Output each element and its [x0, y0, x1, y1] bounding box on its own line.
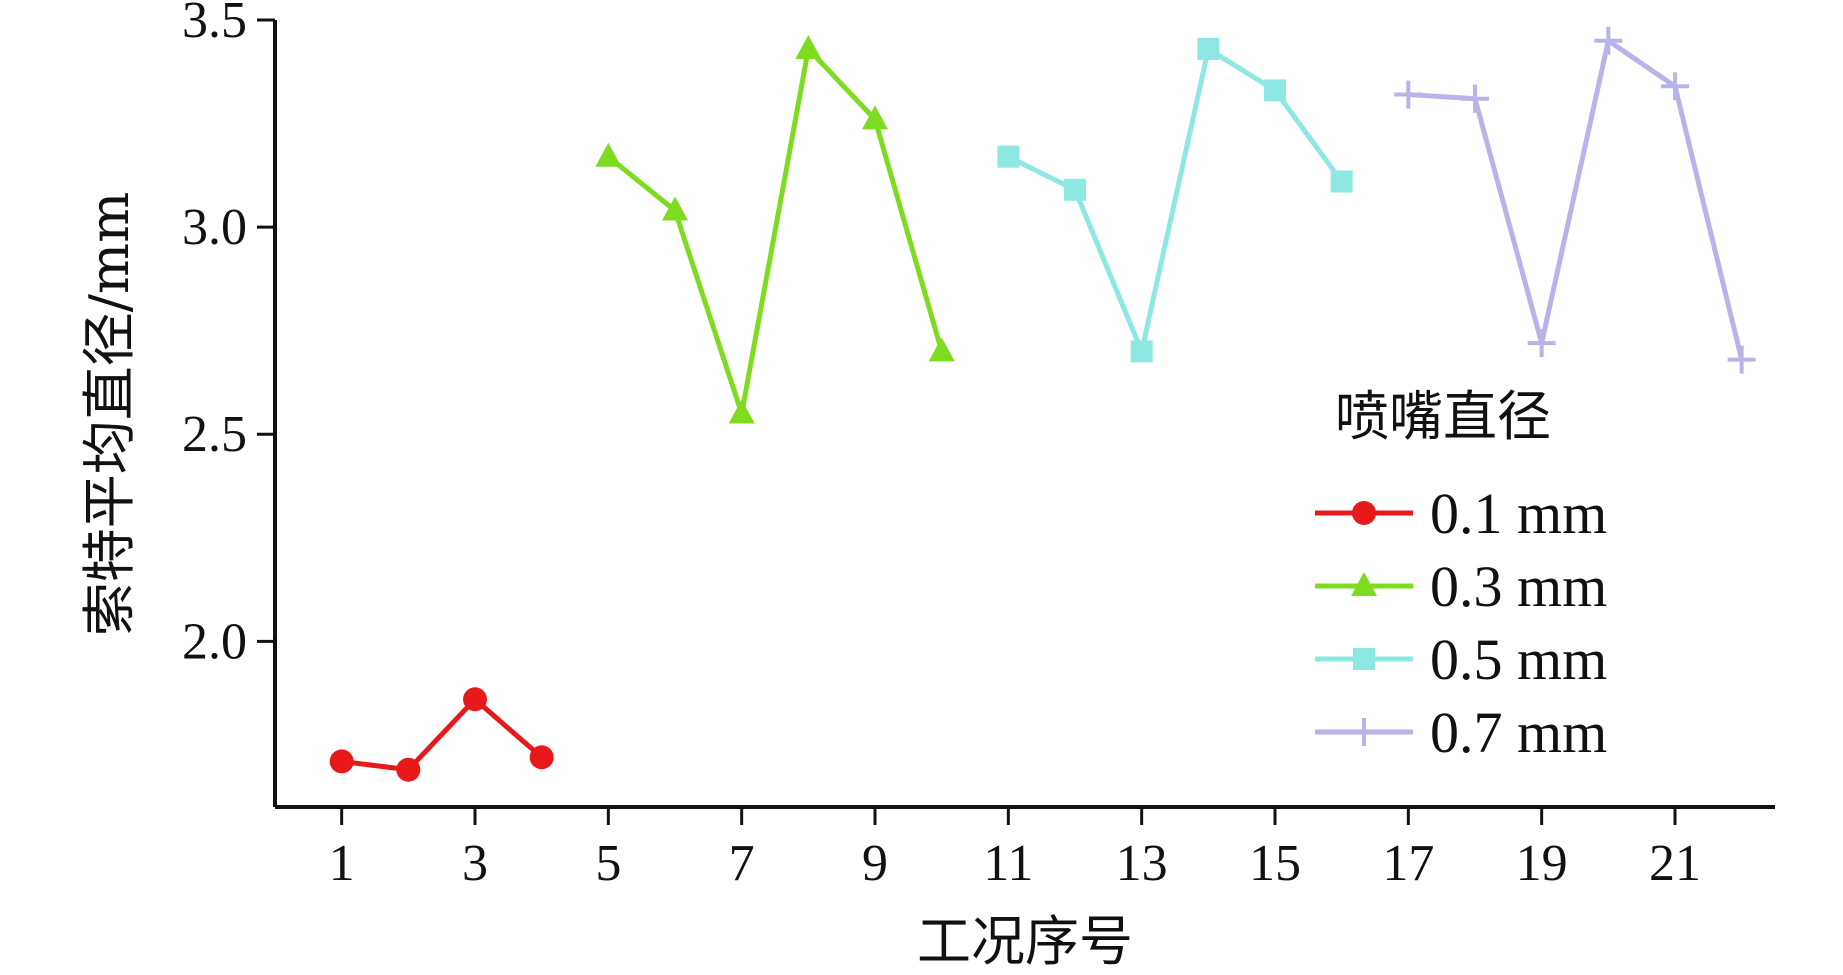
data-point: [1727, 345, 1756, 374]
data-point: [1461, 84, 1489, 113]
plot-area: 2.02.53.03.5 1 3 5 7 9 11 13 15 17 19 21: [182, 0, 1775, 892]
series-3: [997, 37, 1353, 363]
x-tick-label: 21: [1649, 835, 1701, 892]
data-point: [1661, 72, 1689, 101]
data-point: [463, 687, 487, 712]
legend-item: 0.5 mm: [1315, 627, 1607, 692]
x-tick-label: 7: [729, 835, 755, 892]
legend-label: 0.7 mm: [1430, 700, 1607, 765]
legend-marker: [1352, 501, 1376, 525]
legend: 喷嘴直径 0.1 mm 0.3 mm 0.5 mm 0.7 mm: [1315, 385, 1607, 765]
data-point: [529, 745, 554, 770]
legend-marker: [1350, 718, 1378, 746]
data-point: [1130, 340, 1153, 363]
y-ticks: 2.0 2.5 3.0 3.5: [182, 0, 275, 670]
x-tick-label: 13: [1116, 835, 1168, 892]
y-tick-label: 2.5: [182, 406, 247, 463]
series-4: [1394, 26, 1756, 374]
data-point: [862, 105, 888, 130]
series-line: [1005, 46, 1345, 354]
x-tick-label: 5: [595, 835, 621, 892]
x-tick-label: 15: [1249, 835, 1301, 892]
x-tick-label: 3: [462, 835, 488, 892]
legend-marker: [1351, 572, 1377, 596]
legend-marker: [1353, 648, 1375, 670]
x-tick-label: 9: [862, 835, 888, 892]
data-point: [1264, 79, 1286, 102]
legend-item: 0.3 mm: [1315, 554, 1607, 619]
series-1: [329, 687, 554, 782]
series-line: [605, 46, 945, 416]
data-point: [329, 749, 354, 774]
data-point: [1394, 80, 1423, 109]
y-tick-label: 2.0: [182, 613, 247, 670]
data-point: [1330, 170, 1353, 193]
data-point: [595, 142, 622, 167]
data-point: [795, 34, 822, 59]
x-ticks: 1 3 5 7 9 11 13 15 17 19 21: [329, 807, 1701, 892]
data-point: [997, 145, 1020, 168]
data-point: [1197, 37, 1220, 60]
series-line: [339, 696, 545, 773]
legend-item: 0.7 mm: [1315, 700, 1607, 765]
x-tick-label: 11: [983, 835, 1033, 892]
data-point: [1064, 178, 1086, 201]
x-tick-label: 1: [329, 835, 355, 892]
series-2: [595, 34, 955, 424]
data-point: [1594, 26, 1623, 55]
x-tick-label: 19: [1516, 835, 1568, 892]
legend-label: 0.5 mm: [1430, 627, 1607, 692]
legend-label: 0.3 mm: [1430, 554, 1607, 619]
data-point: [728, 399, 755, 424]
y-tick-label: 3.0: [182, 199, 247, 256]
data-point: [1527, 329, 1556, 358]
data-point: [928, 337, 955, 362]
x-axis-title: 工况序号: [917, 910, 1133, 973]
legend-title: 喷嘴直径: [1335, 385, 1551, 448]
y-tick-label: 3.5: [182, 0, 247, 49]
x-tick-label: 17: [1382, 835, 1434, 892]
y-axis-title: 索特平均直径/mm: [78, 192, 141, 637]
legend-items: 0.1 mm 0.3 mm 0.5 mm 0.7 mm: [1315, 481, 1607, 765]
legend-label: 0.1 mm: [1430, 481, 1607, 546]
legend-item: 0.1 mm: [1315, 481, 1607, 546]
data-point: [396, 757, 421, 782]
series-line: [1405, 38, 1745, 363]
series-layer: [329, 26, 1756, 782]
data-point: [662, 196, 688, 221]
